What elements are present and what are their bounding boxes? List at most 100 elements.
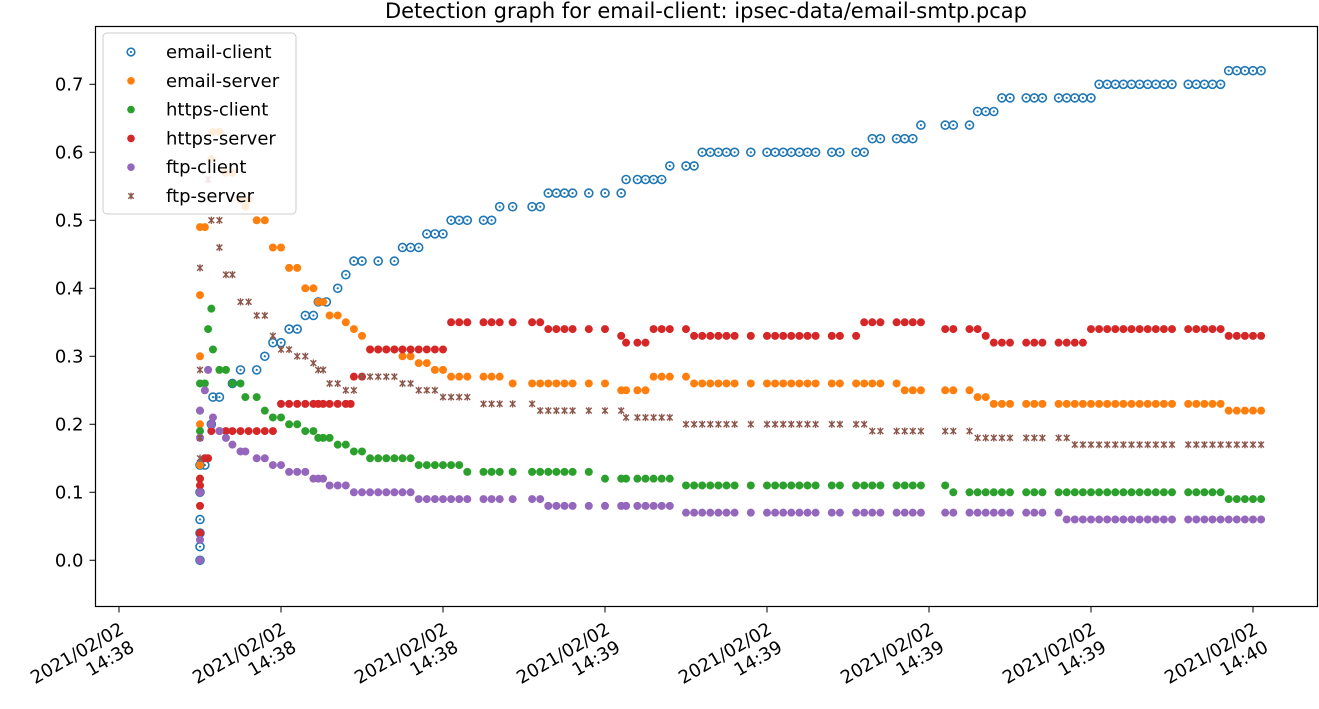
data-point-center <box>693 164 696 167</box>
data-point <box>326 379 333 388</box>
data-point <box>981 508 990 517</box>
data-point <box>1005 93 1015 103</box>
data-point <box>455 393 463 401</box>
data-point <box>207 427 216 436</box>
data-point <box>1086 93 1096 103</box>
data-point <box>1184 515 1193 524</box>
data-point-center <box>976 110 979 113</box>
data-point <box>407 379 414 388</box>
data-point <box>341 440 350 449</box>
data-point <box>706 379 715 388</box>
data-point <box>1159 515 1168 524</box>
data-point <box>301 352 309 360</box>
data-point <box>204 365 213 374</box>
data-point-center <box>863 151 866 154</box>
data-point <box>349 325 358 334</box>
data-point <box>657 474 666 483</box>
data-point <box>1062 515 1071 524</box>
data-point <box>357 256 367 266</box>
data-point <box>1070 488 1079 497</box>
data-point <box>779 331 788 340</box>
data-point <box>508 379 517 388</box>
data-point <box>293 420 302 429</box>
data-point <box>251 365 262 375</box>
data-point <box>415 386 423 394</box>
data-point <box>698 420 706 428</box>
data-point-center <box>198 545 202 548</box>
data-point-center <box>660 178 663 181</box>
legend-marker-https-client <box>127 105 135 114</box>
data-point <box>1168 399 1176 408</box>
data-point-center <box>198 518 202 521</box>
plot-frame <box>94 25 1319 608</box>
data-point <box>1054 399 1063 408</box>
data-point <box>916 481 925 490</box>
data-point <box>763 508 771 517</box>
data-point <box>729 147 740 158</box>
legend: email-client email-server https-client http… <box>102 32 297 215</box>
data-point <box>268 243 277 252</box>
data-point <box>746 379 755 388</box>
data-point <box>706 331 715 340</box>
data-point <box>1038 508 1047 517</box>
x-tick-label: 2021/02/0214:39 <box>837 619 948 707</box>
data-point <box>350 386 358 394</box>
data-point-center <box>1146 83 1149 86</box>
data-point <box>771 508 780 517</box>
data-point <box>292 324 303 334</box>
data-point-center <box>1138 83 1141 86</box>
data-point <box>835 331 844 340</box>
data-point <box>617 331 626 340</box>
data-point <box>1184 325 1193 334</box>
data-point <box>771 331 780 340</box>
data-point-center <box>733 151 736 154</box>
data-point <box>949 427 957 435</box>
y-tick-label: 0.3 <box>55 346 84 367</box>
data-point <box>1151 488 1160 497</box>
data-point <box>1103 515 1112 524</box>
data-point <box>196 501 204 510</box>
data-point-center <box>652 178 655 181</box>
data-point <box>746 331 755 340</box>
data-point <box>585 407 593 415</box>
data-point <box>1151 325 1160 334</box>
data-point-center <box>1025 96 1028 99</box>
data-point <box>398 352 407 361</box>
data-point <box>1119 488 1128 497</box>
data-point-center <box>1243 69 1246 72</box>
data-point <box>486 215 497 226</box>
data-point <box>196 366 204 374</box>
data-point <box>241 447 250 456</box>
data-point <box>746 481 755 490</box>
data-point <box>1103 399 1112 408</box>
data-point <box>811 508 820 517</box>
data-point-center <box>296 327 299 331</box>
data-point <box>241 393 250 402</box>
data-point <box>1159 325 1168 334</box>
data-point <box>1054 488 1063 497</box>
data-point <box>221 427 230 436</box>
data-point <box>981 393 990 402</box>
data-point <box>649 474 658 483</box>
data-point-center <box>263 355 266 358</box>
legend-label: email-server <box>166 71 280 92</box>
data-point <box>1135 325 1144 334</box>
data-point <box>374 454 383 463</box>
legend-label: ftp-server <box>166 186 255 207</box>
data-point <box>747 420 755 428</box>
data-point <box>803 331 812 340</box>
data-point <box>1030 399 1039 408</box>
data-point-center <box>417 246 420 249</box>
series-https-server <box>196 318 1266 538</box>
data-point <box>1078 488 1087 497</box>
data-point <box>658 413 666 422</box>
data-point <box>771 420 779 428</box>
data-point <box>974 434 981 442</box>
data-point-center <box>555 191 558 195</box>
data-point <box>893 427 900 435</box>
data-point <box>463 372 472 381</box>
data-point <box>269 332 277 340</box>
data-point <box>633 501 642 510</box>
data-point <box>811 481 820 490</box>
data-point-center <box>838 151 842 154</box>
